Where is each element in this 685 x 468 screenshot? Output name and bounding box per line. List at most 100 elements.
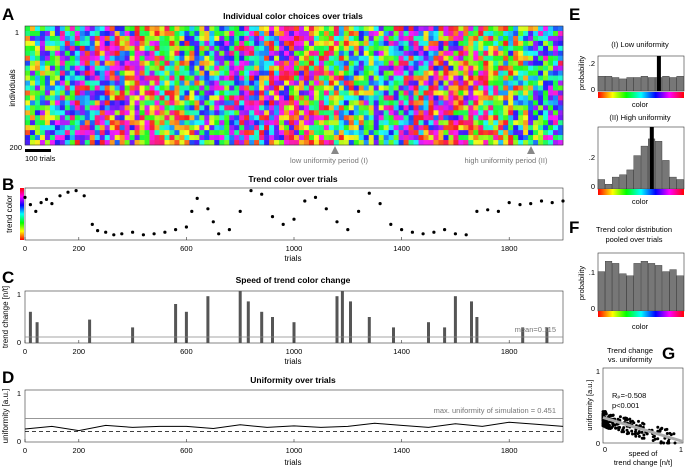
heatmap-cell bbox=[353, 135, 360, 141]
heatmap-cell bbox=[488, 125, 494, 131]
heatmap-cell bbox=[234, 115, 240, 121]
heatmap-cell bbox=[493, 26, 499, 32]
heatmap-cell bbox=[543, 105, 549, 111]
heatmap-cell bbox=[553, 30, 559, 37]
heatmap-cell bbox=[333, 65, 340, 71]
heatmap-cell bbox=[219, 125, 225, 131]
heatmap-cell bbox=[274, 75, 280, 81]
heatmap-cell bbox=[453, 85, 459, 91]
heatmap-cell bbox=[408, 85, 414, 91]
heatmap-cell bbox=[443, 120, 449, 126]
heatmap-cell bbox=[348, 40, 355, 47]
heatmap-cell bbox=[94, 35, 101, 42]
xtick-label: 0 bbox=[23, 347, 27, 356]
heatmap-cell bbox=[533, 120, 539, 126]
heatmap-cell bbox=[358, 115, 365, 121]
heatmap-cell bbox=[69, 85, 76, 91]
heatmap-cell bbox=[548, 50, 554, 57]
heatmap-cell bbox=[99, 26, 105, 32]
xtick-label: 1400 bbox=[393, 347, 410, 356]
heatmap-cell bbox=[463, 105, 469, 111]
heatmap-cell bbox=[523, 75, 529, 81]
heatmap-cell bbox=[234, 130, 240, 136]
heatmap-cell bbox=[139, 115, 145, 121]
heatmap-cell bbox=[39, 65, 46, 71]
heatmap-cell bbox=[343, 80, 350, 86]
heatmap-cell bbox=[184, 140, 190, 146]
heatmap-cell bbox=[453, 60, 459, 66]
heatmap-cell bbox=[149, 30, 155, 37]
heatmap-cell bbox=[224, 125, 230, 131]
heatmap-cell bbox=[234, 35, 240, 42]
heatmap-cell bbox=[308, 70, 315, 76]
hist-bar bbox=[633, 155, 641, 190]
heatmap-cell bbox=[184, 50, 190, 57]
heatmap-cell bbox=[119, 85, 125, 91]
heatmap-cell bbox=[204, 75, 210, 81]
heatmap-cell bbox=[348, 80, 355, 86]
heatmap-cell bbox=[59, 35, 66, 42]
heatmap-cell bbox=[214, 140, 220, 146]
heatmap-cell bbox=[249, 115, 255, 121]
heatmap-cell bbox=[548, 40, 554, 47]
heatmap-cell bbox=[313, 85, 320, 91]
heatmap-cell bbox=[558, 120, 564, 126]
heatmap-cell bbox=[498, 75, 504, 81]
speed-spike bbox=[271, 317, 274, 343]
heatmap-cell bbox=[473, 105, 479, 111]
panel-letter-b: B bbox=[2, 175, 14, 194]
panel-b: Trend color over trials 0 200 600 1000 1400 1… bbox=[5, 174, 565, 263]
heatmap-cell bbox=[483, 130, 489, 136]
heatmap-cell bbox=[229, 135, 235, 141]
heatmap-cell bbox=[503, 26, 509, 32]
heatmap-cell bbox=[463, 55, 469, 62]
heatmap-cell bbox=[99, 35, 105, 42]
heatmap-cell bbox=[323, 120, 330, 126]
heatmap-cell bbox=[403, 100, 409, 106]
heatmap-cell bbox=[373, 85, 379, 91]
colorbar-b bbox=[20, 188, 24, 240]
heatmap-cell bbox=[94, 55, 101, 62]
heatmap-cell bbox=[189, 105, 195, 111]
heatmap-cell bbox=[184, 90, 190, 96]
heatmap-cell bbox=[438, 125, 444, 131]
heatmap-cell bbox=[433, 115, 439, 121]
heatmap-cell bbox=[179, 75, 185, 81]
heatmap-cell bbox=[54, 115, 61, 121]
heatmap-cell bbox=[453, 95, 459, 101]
heatmap-cell bbox=[438, 35, 444, 42]
speed-spike bbox=[184, 311, 188, 343]
heatmap-cell bbox=[219, 135, 225, 141]
heatmap-cell bbox=[239, 100, 245, 106]
heatmap-cell bbox=[39, 40, 46, 47]
heatmap-cell bbox=[478, 110, 484, 116]
heatmap-cell bbox=[528, 85, 534, 91]
heatmap-cell bbox=[508, 115, 514, 121]
heatmap-cell bbox=[393, 130, 399, 136]
heatmap-cell bbox=[224, 70, 230, 76]
heatmap-cell bbox=[373, 80, 379, 86]
heatmap-cell bbox=[199, 85, 205, 91]
heatmap-cell bbox=[234, 100, 240, 106]
xtick-label: 600 bbox=[180, 347, 193, 356]
heatmap-cell bbox=[378, 70, 384, 76]
heatmap-cell bbox=[423, 35, 429, 42]
heatmap-cell bbox=[413, 100, 419, 106]
heatmap-cell bbox=[383, 30, 389, 37]
scatter-point bbox=[618, 415, 622, 419]
heatmap-cell bbox=[204, 90, 210, 96]
heatmap-cell bbox=[493, 50, 499, 57]
heatmap-cell bbox=[289, 130, 295, 136]
heatmap-cell bbox=[328, 115, 335, 121]
heatmap-cell bbox=[443, 45, 449, 52]
heatmap-cell bbox=[448, 90, 454, 96]
heatmap-cell bbox=[518, 65, 524, 71]
heatmap-cell bbox=[129, 80, 135, 86]
heatmap-cell bbox=[94, 105, 101, 111]
heatmap-cell bbox=[363, 70, 370, 76]
heatmap-cell bbox=[518, 55, 524, 62]
heatmap-cell bbox=[318, 115, 325, 121]
heatmap-cell bbox=[69, 130, 76, 136]
heatmap-cell bbox=[244, 50, 250, 57]
heatmap-cell bbox=[264, 135, 270, 141]
